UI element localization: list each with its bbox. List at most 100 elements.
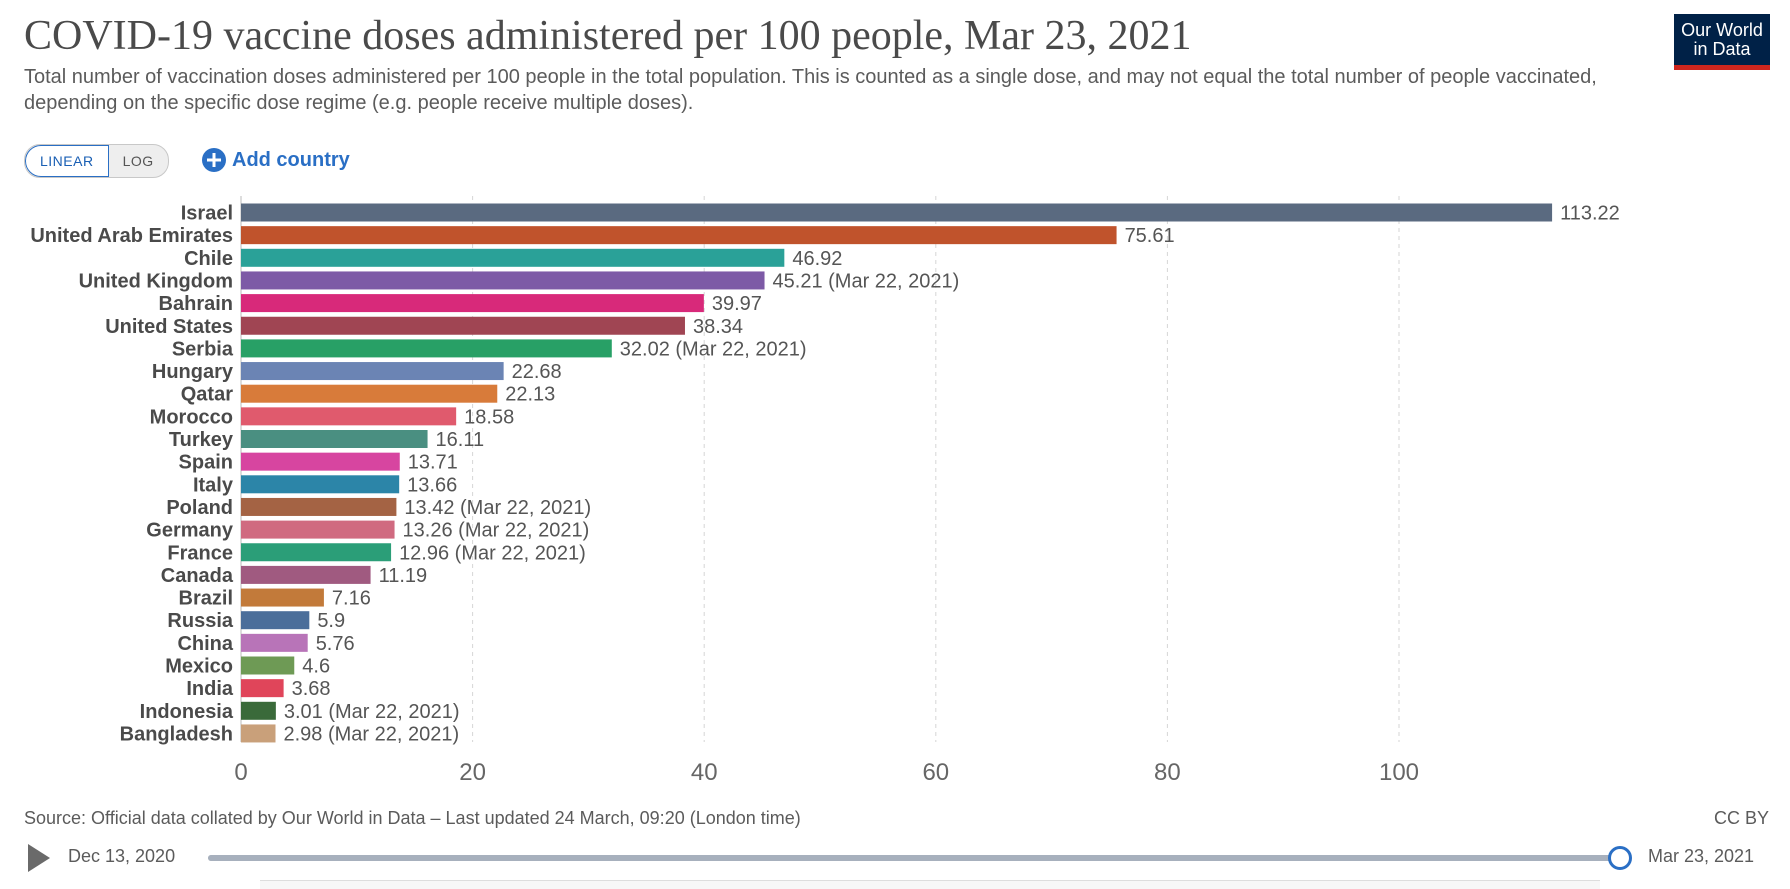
timeline-start-label[interactable]: Dec 13, 2020 [68, 846, 176, 866]
category-label[interactable]: Morocco [150, 406, 233, 428]
bar[interactable] [241, 497, 397, 516]
value-label: 13.26 (Mar 22, 2021) [403, 520, 590, 542]
timeline-handle[interactable] [1608, 846, 1632, 870]
linear-scale-button[interactable]: LINEAR [25, 145, 109, 177]
value-label: 3.01 (Mar 22, 2021) [284, 701, 460, 723]
source-note: Source: Official data collated by Our Wo… [24, 808, 801, 828]
bar[interactable] [241, 520, 395, 539]
category-label[interactable]: Brazil [179, 588, 233, 610]
bar[interactable] [241, 407, 457, 426]
value-label: 46.92 [792, 248, 842, 270]
value-label: 113.22 [1560, 203, 1620, 225]
bar[interactable] [241, 384, 498, 403]
category-label[interactable]: United Arab Emirates [30, 225, 233, 247]
category-label[interactable]: Israel [181, 203, 233, 225]
category-label[interactable]: Qatar [181, 384, 233, 406]
category-label[interactable]: France [167, 542, 233, 564]
value-label: 32.02 (Mar 22, 2021) [620, 338, 807, 360]
bar[interactable] [241, 362, 504, 381]
bar[interactable] [241, 430, 428, 448]
bar[interactable] [241, 452, 400, 471]
value-label: 13.66 [407, 474, 457, 496]
category-label[interactable]: Turkey [169, 429, 234, 451]
scale-toggle[interactable]: LINEAR LOG [24, 144, 169, 178]
value-label: 7.16 [332, 588, 371, 610]
category-label[interactable]: Chile [184, 248, 233, 270]
bar[interactable] [241, 475, 400, 494]
value-label: 45.21 (Mar 22, 2021) [773, 270, 960, 292]
category-label[interactable]: Poland [166, 497, 233, 519]
bar[interactable] [241, 588, 324, 607]
category-label[interactable]: Italy [193, 474, 234, 496]
x-tick-label: 0 [234, 759, 247, 786]
category-label[interactable]: India [186, 678, 234, 700]
bar[interactable] [241, 203, 1553, 222]
value-label: 5.76 [316, 633, 355, 655]
bar[interactable] [241, 226, 1117, 245]
license-link[interactable]: CC BY [1714, 808, 1770, 828]
x-tick-label: 20 [459, 759, 486, 786]
bar[interactable] [241, 339, 612, 358]
category-label[interactable]: Russia [167, 610, 233, 632]
bar-chart: 0 20 40 60 80 100 Israel 113.22 United Arab Emir… [30, 196, 1620, 786]
plus-circle-icon [202, 148, 226, 172]
bar[interactable] [241, 271, 765, 290]
category-label[interactable]: China [177, 633, 233, 655]
bar[interactable] [241, 656, 295, 675]
bottom-tab-strip [260, 880, 1600, 889]
category-label[interactable]: Bangladesh [120, 723, 233, 745]
bar[interactable] [241, 543, 392, 562]
value-label: 18.58 [464, 406, 514, 428]
owid-logo[interactable]: Our World in Data [1674, 14, 1770, 70]
timeline: Dec 13, 2020 Mar 23, 2021 [0, 838, 1790, 878]
bar[interactable] [241, 701, 276, 720]
x-tick-label: 100 [1379, 759, 1419, 786]
value-label: 11.19 [379, 565, 428, 587]
x-tick-label: 60 [922, 759, 949, 786]
bar[interactable] [241, 316, 685, 335]
category-label[interactable]: Mexico [165, 656, 233, 678]
value-label: 3.68 [292, 678, 331, 700]
value-label: 22.68 [512, 361, 562, 383]
bar[interactable] [241, 611, 310, 630]
chart-subtitle: Total number of vaccination doses admini… [24, 66, 1597, 114]
bar[interactable] [241, 565, 371, 584]
category-label[interactable]: Bahrain [159, 293, 233, 315]
category-label[interactable]: Germany [146, 520, 234, 542]
value-label: 39.97 [712, 293, 762, 315]
category-label[interactable]: Spain [179, 452, 233, 474]
bar[interactable] [241, 724, 276, 743]
bar[interactable] [241, 248, 785, 267]
x-tick-label: 80 [1154, 759, 1181, 786]
category-label[interactable]: United Kingdom [79, 270, 233, 292]
timeline-fill [208, 855, 1622, 861]
log-scale-button[interactable]: LOG [122, 153, 154, 169]
logo-line-1: Our World [1681, 19, 1763, 40]
value-label: 75.61 [1125, 225, 1175, 247]
add-country-button[interactable]: Add country [202, 146, 350, 174]
value-label: 22.13 [505, 384, 555, 406]
bar[interactable] [241, 633, 308, 652]
category-label[interactable]: Serbia [172, 338, 234, 360]
x-tick-label: 40 [691, 759, 718, 786]
bar[interactable] [241, 294, 704, 313]
logo-line-2: in Data [1693, 38, 1751, 59]
value-label: 2.98 (Mar 22, 2021) [284, 723, 460, 745]
value-label: 38.34 [693, 316, 743, 338]
bar[interactable] [241, 679, 284, 698]
value-label: 16.11 [436, 429, 485, 451]
value-label: 12.96 (Mar 22, 2021) [399, 542, 586, 564]
add-country-label: Add country [232, 148, 350, 171]
value-label: 4.6 [302, 656, 330, 678]
value-label: 13.42 (Mar 22, 2021) [404, 497, 591, 519]
value-label: 5.9 [317, 610, 345, 632]
value-label: 13.71 [408, 452, 458, 474]
category-label[interactable]: Indonesia [140, 701, 234, 723]
timeline-end-label[interactable]: Mar 23, 2021 [1648, 846, 1755, 866]
category-label[interactable]: Canada [161, 565, 234, 587]
chart-title: COVID-19 vaccine doses administered per … [24, 13, 1192, 59]
category-label[interactable]: Hungary [152, 361, 234, 383]
category-label[interactable]: United States [105, 316, 233, 338]
timeline-track[interactable] [208, 855, 1622, 861]
play-icon[interactable] [28, 844, 50, 872]
